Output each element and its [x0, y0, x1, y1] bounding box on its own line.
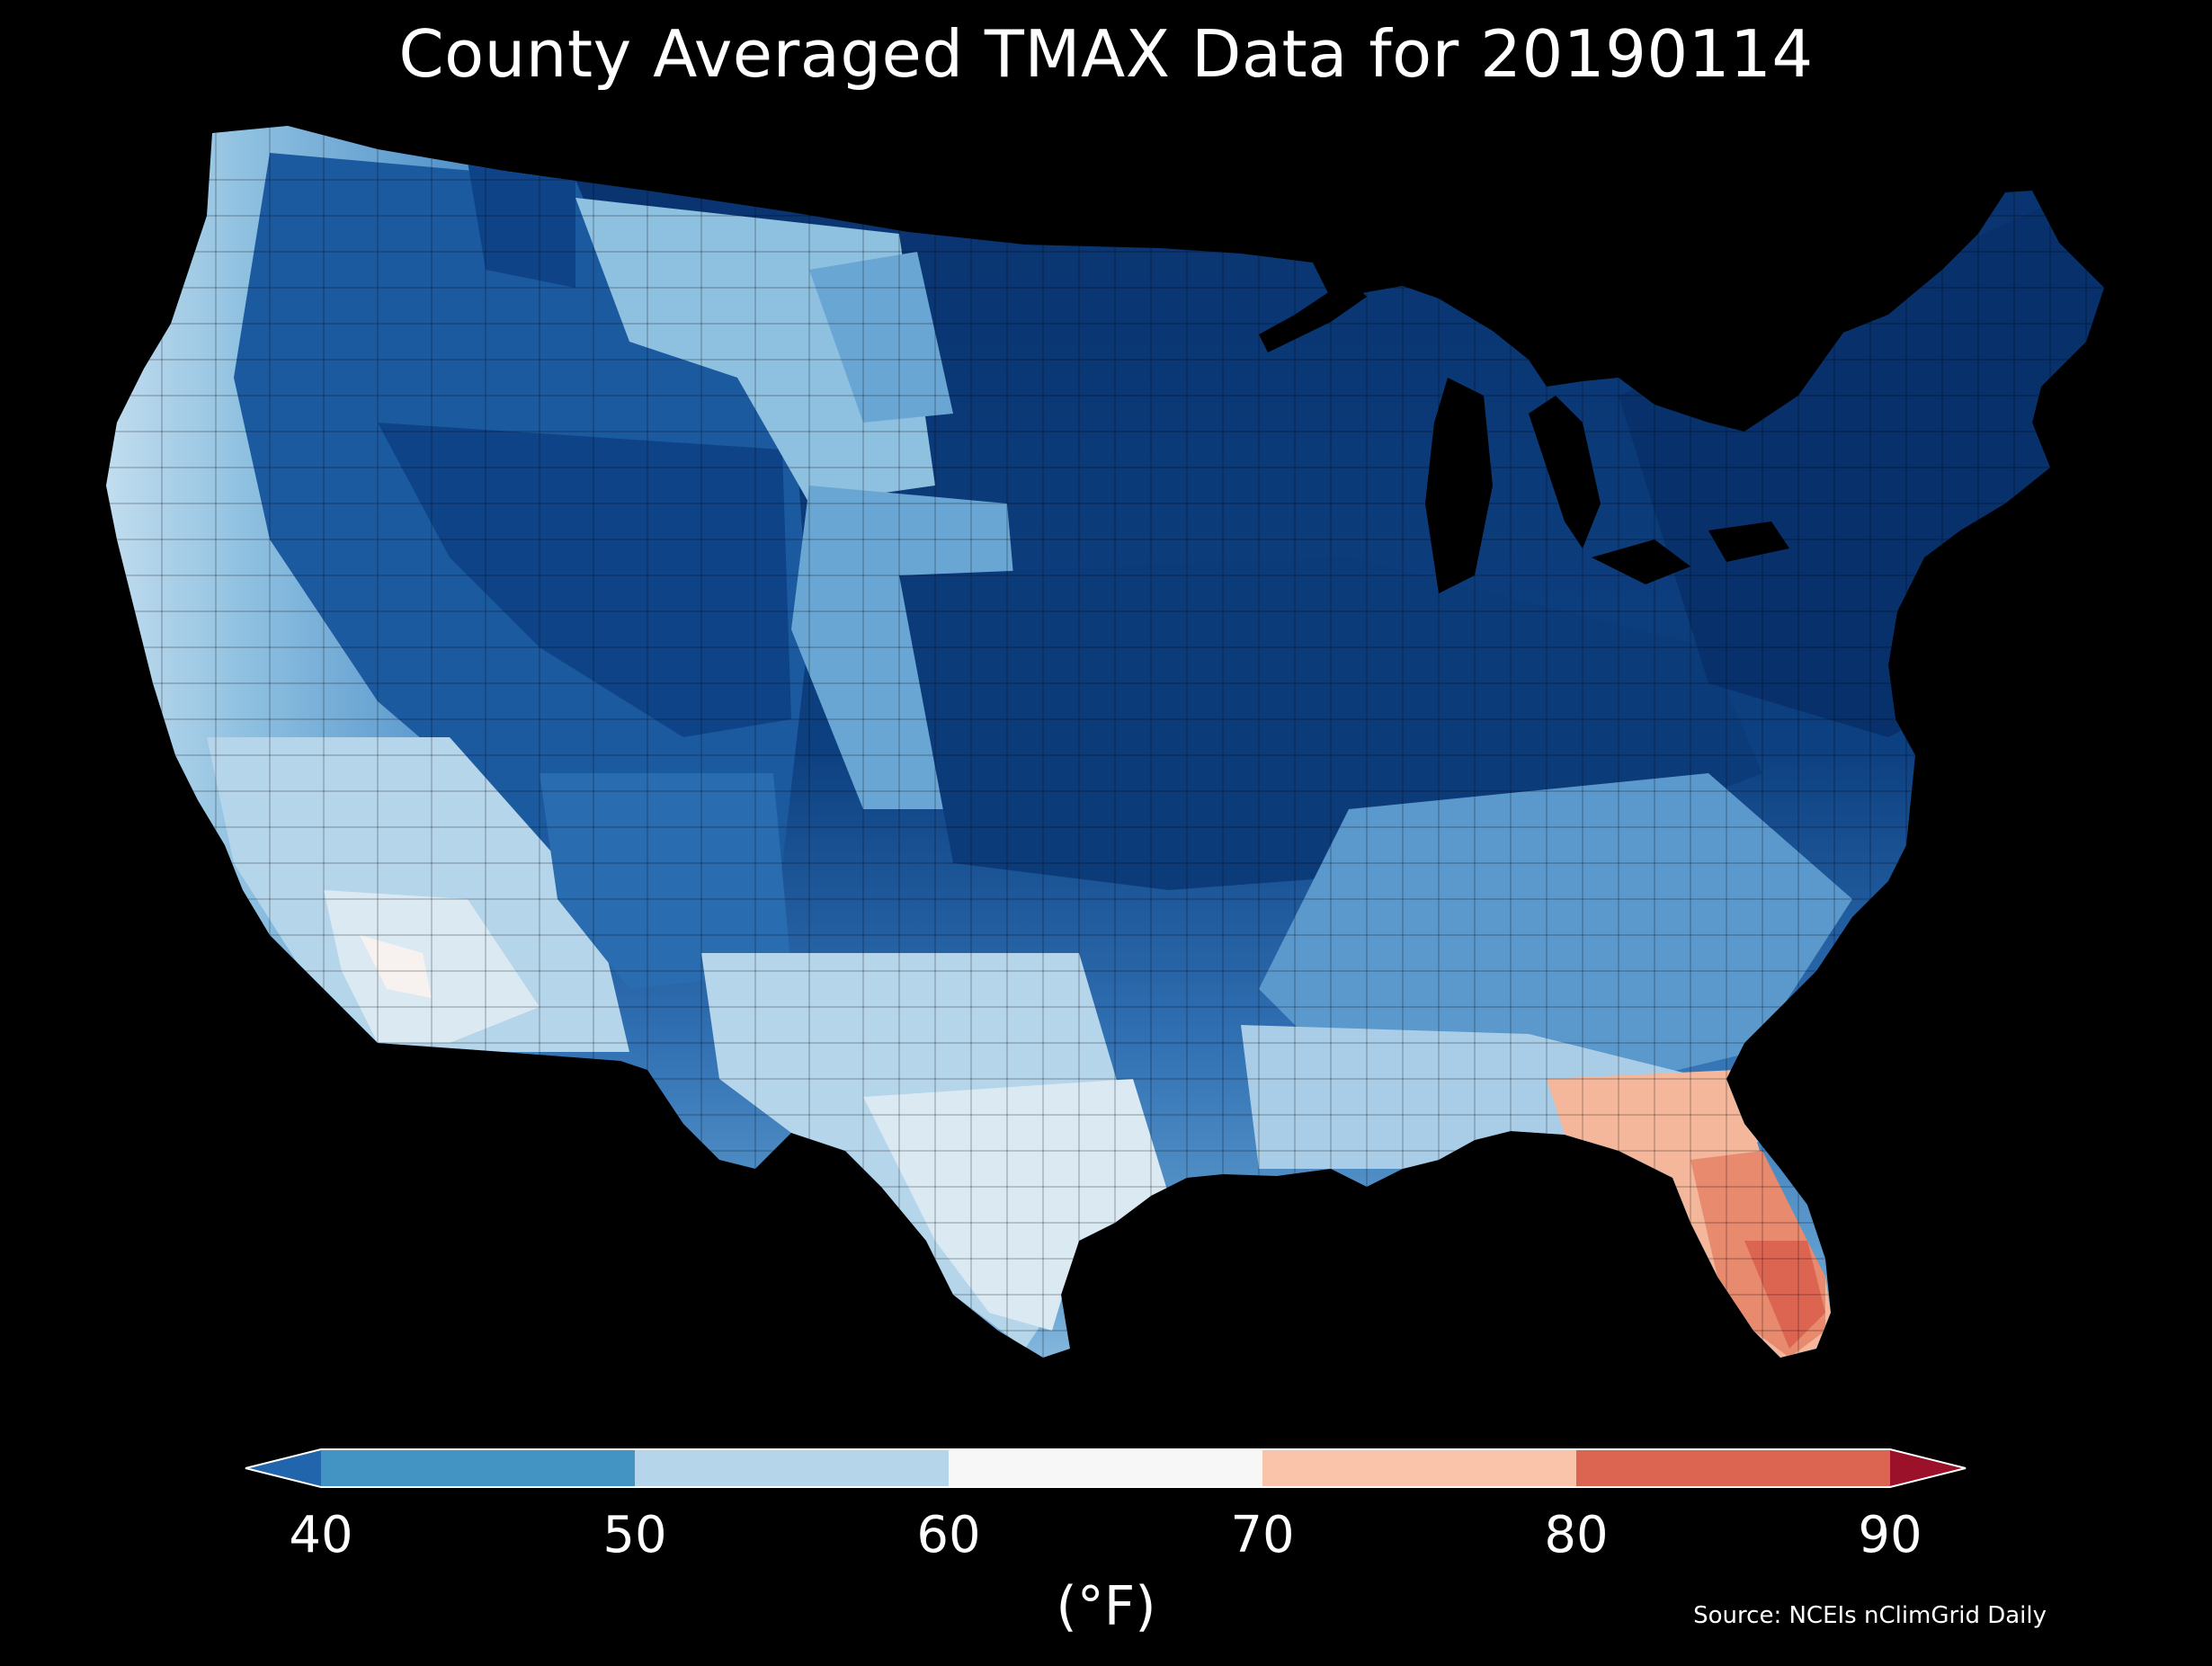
colorbar-tick-label: 50 [602, 1506, 667, 1564]
great-lakes [1259, 279, 1789, 593]
colorbar-bin [1576, 1449, 1890, 1487]
colorbar-bin [321, 1449, 635, 1487]
colorbar-extend-high [1890, 1449, 1966, 1487]
colorbar-tick-label: 40 [289, 1506, 353, 1564]
colorbar-bin [635, 1449, 949, 1487]
colorbar-outline [245, 1448, 1967, 1488]
colorbar-tick-label: 80 [1544, 1506, 1609, 1564]
map-title: County Averaged TMAX Data for 20190114 [398, 16, 1814, 92]
colorbar-extend-low [245, 1449, 321, 1487]
colorbar-tick-label: 90 [1858, 1506, 1922, 1564]
colorbar-tick-label: 60 [916, 1506, 981, 1564]
source-credit: Source: NCEIs nClimGrid Daily [1693, 1602, 2047, 1629]
colorbar-units-label: (°F) [1056, 1575, 1156, 1638]
colorbar-bin [1262, 1449, 1576, 1487]
colorbar-bin [949, 1449, 1262, 1487]
colorbar-tick-label: 70 [1230, 1506, 1295, 1564]
